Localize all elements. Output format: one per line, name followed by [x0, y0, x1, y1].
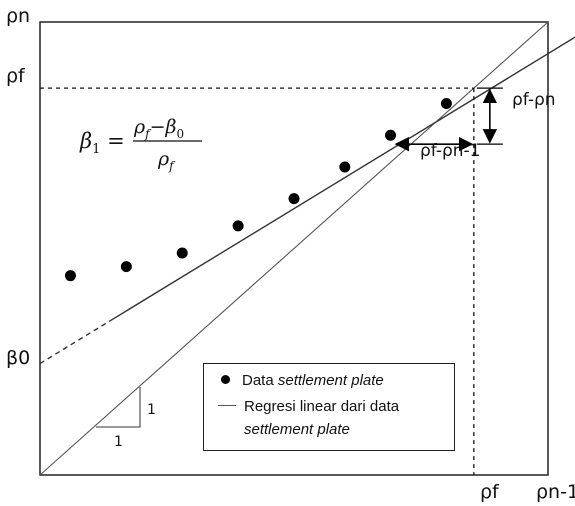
- svg-text:β1 =: β1 =: [79, 129, 125, 157]
- diff-horizontal-label: ρf-ρn-1: [420, 141, 481, 161]
- data-point-6: [339, 161, 351, 173]
- reference-line-1to1: [39, 21, 549, 476]
- plot-frame: [39, 21, 549, 476]
- svg-text:ρf−β0: ρf−β0: [133, 116, 184, 141]
- legend: Data settlement plate Regresi linear dar…: [203, 363, 455, 451]
- regression-line-extrapolated: [39, 319, 112, 365]
- slope-run-label: 1: [114, 434, 123, 450]
- data-point-5: [288, 193, 300, 205]
- y-axis-label: ρn: [6, 5, 30, 27]
- rho-f-y-label: ρf: [6, 65, 26, 87]
- legend-line-marker: [218, 404, 236, 406]
- beta0-label: β0: [6, 347, 30, 369]
- legend-entry-data: Data settlement plate: [218, 372, 384, 389]
- data-point-8: [440, 98, 452, 110]
- rho-f-x-label: ρf: [480, 481, 500, 503]
- data-point-4: [232, 220, 244, 232]
- data-point-2: [120, 261, 132, 273]
- regression-line: [110, 36, 575, 321]
- slope-rise-label: 1: [147, 402, 156, 418]
- legend-entry-regression: Regresi linear dari data: [218, 398, 399, 415]
- data-point-3: [176, 247, 188, 259]
- legend-entry-regression-cont: settlement plate: [244, 421, 350, 438]
- x-axis-label: ρn-1: [536, 481, 575, 503]
- legend-dot-marker: [221, 375, 230, 385]
- beta1-formula: β1 = ρf−β0 ρf: [79, 116, 202, 173]
- slope-triangle: [96, 387, 141, 428]
- diff-vertical-label: ρf-ρn: [512, 90, 556, 110]
- data-point-1: [64, 270, 76, 282]
- data-point-7: [385, 129, 397, 141]
- svg-text:ρf: ρf: [157, 148, 176, 173]
